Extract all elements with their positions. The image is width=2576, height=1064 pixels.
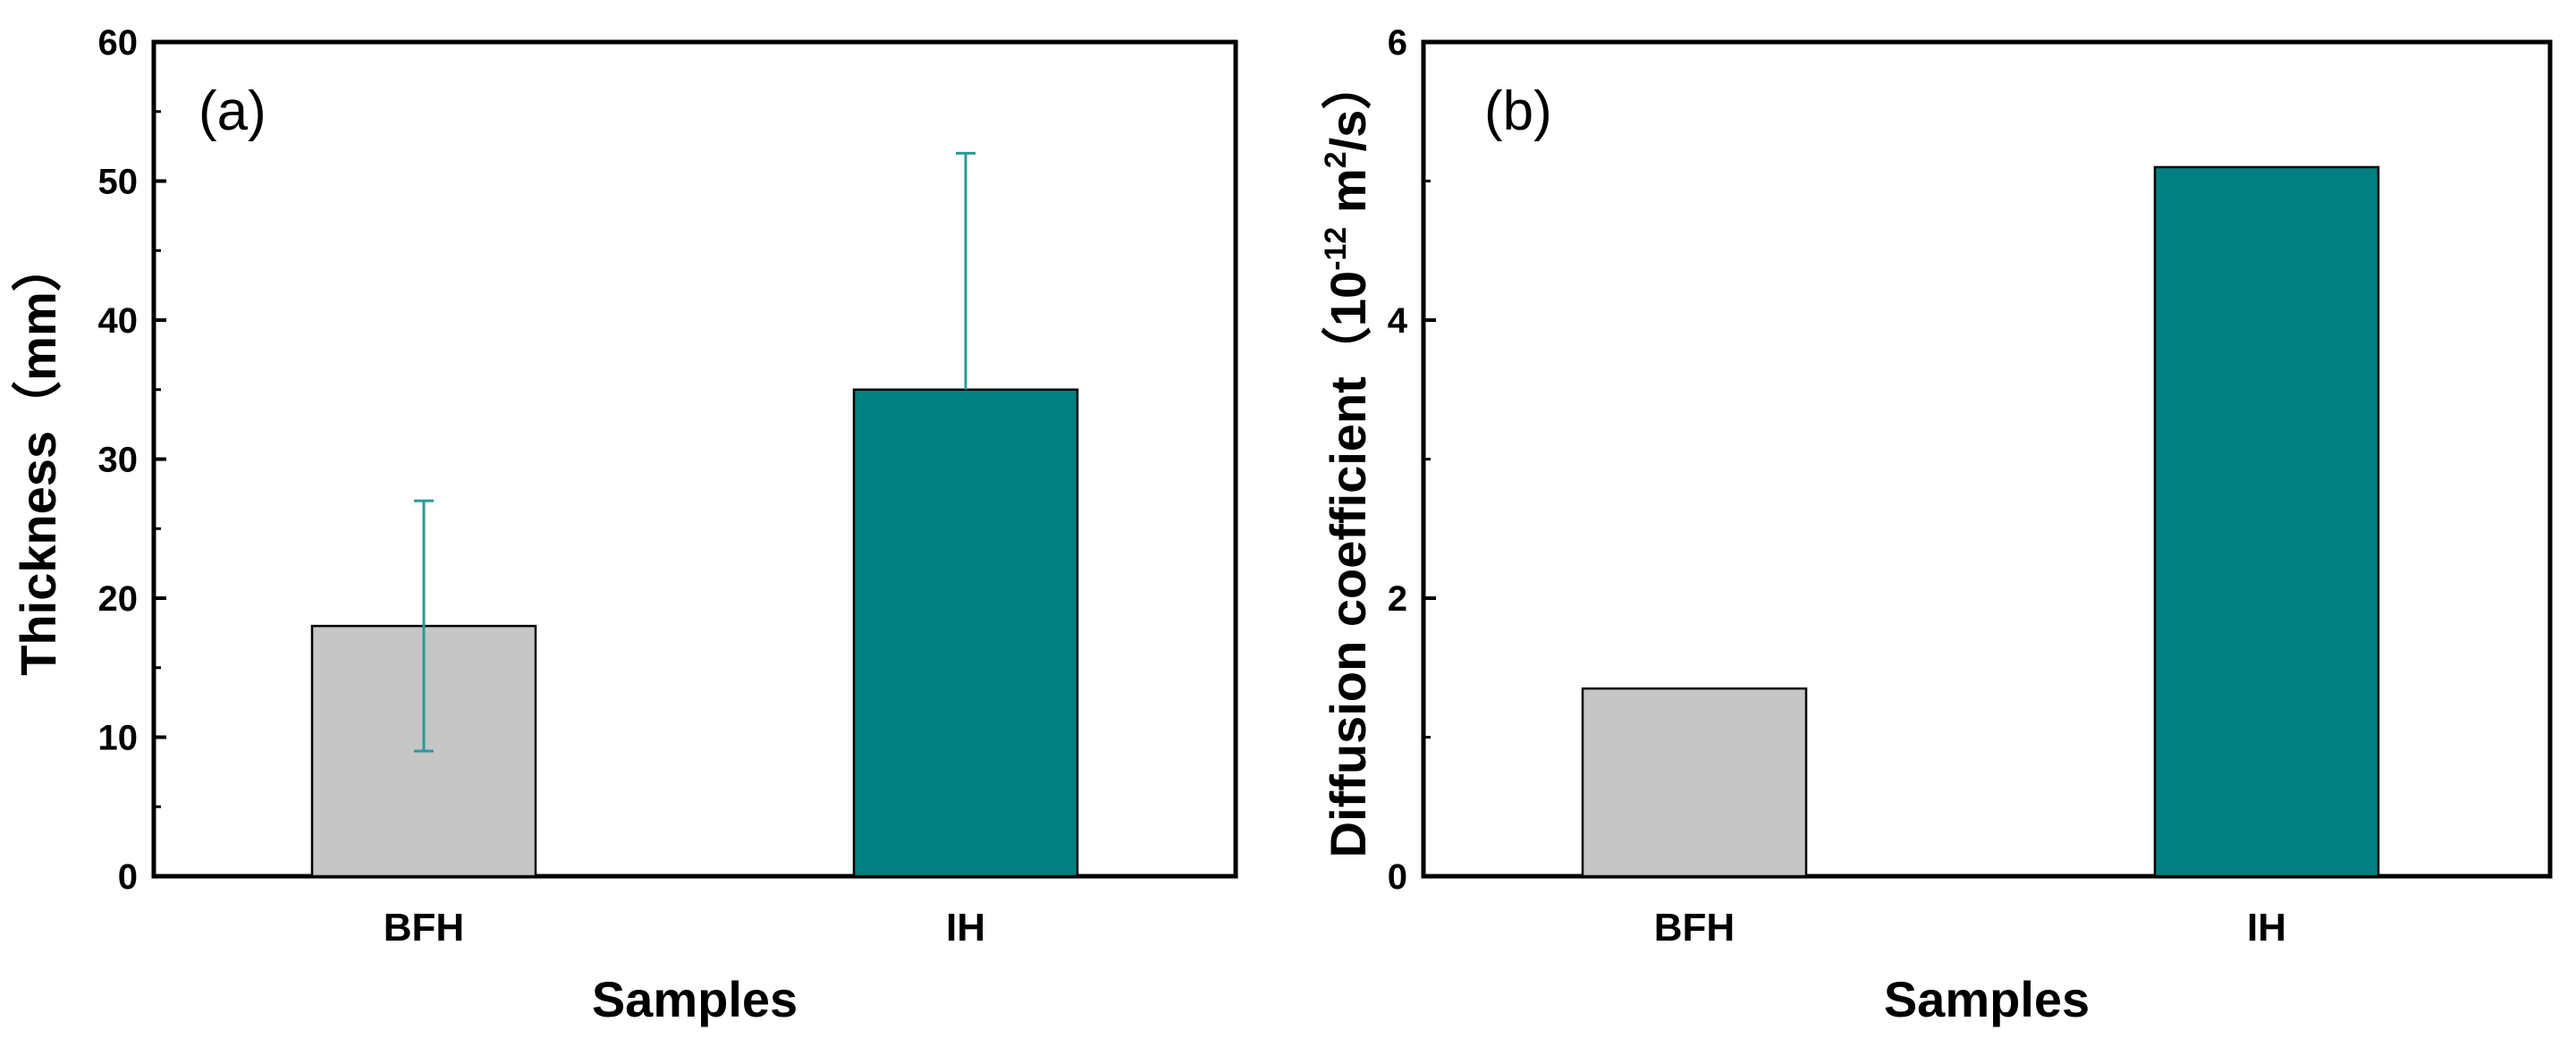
panel-b-bars bbox=[1581, 165, 2380, 878]
panel-b-y-axis-title-tail: /s） bbox=[1320, 60, 1376, 152]
panel-b-category-label: BFH bbox=[1654, 906, 1735, 950]
panel-b-y-tick-label: 2 bbox=[1388, 579, 1407, 619]
panel-b-y-axis-title-square: 2 bbox=[1319, 151, 1353, 168]
panel-a-x-axis-title: Samples bbox=[592, 971, 798, 1027]
panel-a-y-tick-label: 60 bbox=[98, 23, 139, 63]
panel-b-y-axis-title-main: Diffusion coefficient（10 bbox=[1320, 271, 1376, 858]
panel-b-category-label: IH bbox=[2247, 906, 2286, 950]
panel-b: 0 2 4 6 BFH IH (b) Samples Diffusion coeffic… bbox=[1319, 23, 2553, 1027]
panel-b-bar-ih bbox=[2153, 165, 2380, 878]
panel-a-label: (a) bbox=[198, 80, 266, 142]
panel-b-y-tick-label: 6 bbox=[1388, 23, 1407, 63]
panel-b-bar-bfh bbox=[1581, 687, 1808, 878]
panel-a-bar-ih bbox=[852, 388, 1079, 878]
panel-a-y-tick-label: 0 bbox=[118, 857, 138, 897]
panel-b-y-axis-title-unit: m bbox=[1320, 168, 1376, 226]
panel-b-y-tick-label: 0 bbox=[1388, 857, 1407, 897]
panel-a-y-axis-title: Thickness（mm） bbox=[10, 241, 66, 676]
panel-a-y-tick-label: 40 bbox=[98, 301, 139, 341]
panel-b-x-axis: BFH IH bbox=[1654, 906, 2286, 950]
panel-a-category-label: IH bbox=[946, 906, 985, 950]
panel-a-x-axis: BFH IH bbox=[384, 906, 985, 950]
panel-a-y-axis: 0 10 20 30 40 50 60 bbox=[98, 23, 166, 897]
panel-b-y-axis: 0 2 4 6 bbox=[1388, 23, 1436, 897]
panel-b-y-axis-title: Diffusion coefficient（10-12 m2/s） bbox=[1319, 60, 1376, 858]
panel-b-y-axis-title-exponent: -12 bbox=[1319, 227, 1353, 271]
panel-a-y-tick-label: 20 bbox=[98, 579, 139, 619]
panel-a-y-tick-label: 10 bbox=[98, 719, 139, 758]
panel-a-error-bars bbox=[414, 151, 976, 753]
panel-a-y-tick-label: 50 bbox=[98, 163, 139, 202]
panel-a-category-label: BFH bbox=[384, 906, 464, 950]
panel-b-x-axis-title: Samples bbox=[1884, 971, 2090, 1027]
panel-a-y-tick-label: 30 bbox=[98, 441, 139, 480]
panel-a-bars bbox=[310, 388, 1079, 878]
panel-a: 0 10 20 30 40 50 60 BFH IH (a) Samples Thicknes… bbox=[10, 23, 1238, 1027]
panel-b-label: (b) bbox=[1484, 80, 1552, 142]
panel-b-y-tick-label: 4 bbox=[1388, 301, 1408, 341]
